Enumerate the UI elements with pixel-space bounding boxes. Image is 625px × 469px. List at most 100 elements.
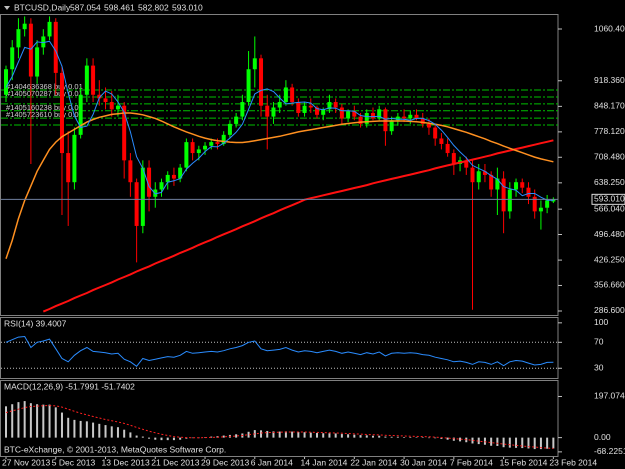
macd-bar xyxy=(440,437,443,439)
candle-body xyxy=(178,167,183,179)
candle-body xyxy=(28,23,33,77)
candle-body xyxy=(470,167,475,183)
candle-body xyxy=(84,65,89,95)
macd-bar xyxy=(154,437,157,440)
candle-body xyxy=(296,102,301,113)
signal-line xyxy=(5,404,554,449)
candle-body xyxy=(476,171,481,183)
x-tick-label: 23 Feb 2014 xyxy=(549,457,597,467)
macd-bar xyxy=(539,437,542,450)
indicator-title: MACD(12,26,9) -51.7991 -51.7402 xyxy=(4,381,135,391)
quote-value: 582.802 xyxy=(138,2,169,12)
macd-bar xyxy=(322,433,325,438)
candle-body xyxy=(215,142,220,144)
macd-bar xyxy=(390,436,393,438)
panel-frame xyxy=(0,14,559,316)
candle-body xyxy=(302,105,307,113)
macd-bar xyxy=(222,435,225,438)
macd-bar xyxy=(98,423,101,438)
macd-bar xyxy=(365,435,368,438)
macd-bar xyxy=(316,433,318,438)
indicator-title: RSI(14) 39.4007 xyxy=(4,318,67,328)
candle-body xyxy=(283,87,288,103)
footer: BTC-eXchange, © 2001-2013, MetaQuotes So… xyxy=(4,444,226,454)
macd-bar xyxy=(141,436,144,438)
candle-body xyxy=(545,200,550,208)
candle-body xyxy=(526,187,531,197)
candle-body xyxy=(358,116,363,124)
candle-body xyxy=(464,160,469,168)
candle-body xyxy=(97,94,102,99)
candle-body xyxy=(122,105,127,161)
candle-body xyxy=(115,105,120,110)
macd-bar xyxy=(291,431,294,438)
macd-bar xyxy=(459,437,462,442)
candle-body xyxy=(246,69,251,103)
x-tick-label: 27 Nov 2013 xyxy=(2,457,50,467)
candle-body xyxy=(128,160,133,183)
candle-body xyxy=(265,105,270,117)
macd-bar xyxy=(521,437,524,449)
order-label: #1405070287 buy 0.01 xyxy=(6,89,83,98)
candle-body xyxy=(103,98,108,103)
candle-body xyxy=(140,167,145,226)
y-tick-label: 848.170 xyxy=(594,101,625,111)
candle-body xyxy=(66,153,71,183)
macd-bar xyxy=(502,437,505,448)
macd-bar xyxy=(446,437,449,440)
macd-bar xyxy=(36,404,39,438)
y-tick-label: 1060.400 xyxy=(594,23,625,33)
y-tick-label: 197.0744 xyxy=(594,391,625,401)
candle-body xyxy=(402,116,407,119)
candle-body xyxy=(221,134,226,144)
order-label: #1404636368 buy 0.01 xyxy=(6,82,83,91)
candle-body xyxy=(433,127,438,139)
macd-bar xyxy=(303,432,306,438)
candle-body xyxy=(482,171,487,175)
x-tick-label: 15 Feb 2014 xyxy=(500,457,548,467)
macd-bar xyxy=(278,431,281,438)
macd-bar xyxy=(210,436,213,438)
macd-bar xyxy=(471,437,474,444)
macd-bar xyxy=(272,431,275,438)
macd-bar xyxy=(409,437,412,438)
macd-bar xyxy=(42,404,45,438)
candle-body xyxy=(514,182,519,190)
macd-bar xyxy=(85,421,88,438)
macd-bar xyxy=(48,404,51,438)
y-tick-label: 708.480 xyxy=(594,152,625,162)
x-tick-label: 21 Dec 2013 xyxy=(151,457,199,467)
candle-body xyxy=(315,107,319,115)
x-tick-label: 5 Dec 2013 xyxy=(52,457,96,467)
macd-bar xyxy=(204,437,207,438)
x-tick-label: 7 Feb 2014 xyxy=(450,457,493,467)
candle-body xyxy=(203,145,208,150)
y-tick-label: 356.660 xyxy=(594,280,625,290)
panel-frame xyxy=(0,317,559,379)
macd-bar xyxy=(552,437,555,449)
candle-body xyxy=(259,58,264,106)
macd-bar xyxy=(421,437,424,438)
macd-bar xyxy=(334,433,337,438)
quote-value: 593.010 xyxy=(172,2,203,12)
last-price-box xyxy=(591,193,625,205)
candle-body xyxy=(439,138,444,144)
macd-bar xyxy=(160,437,163,441)
candle-body xyxy=(507,189,512,212)
candle-body xyxy=(147,167,152,197)
candle-body xyxy=(377,109,382,119)
macd-bar xyxy=(309,432,312,438)
macd-bar xyxy=(11,404,14,438)
macd-bar xyxy=(110,426,113,438)
macd-bar xyxy=(235,434,238,438)
macd-bar xyxy=(166,437,169,441)
macd-bar xyxy=(378,435,381,438)
macd-bar xyxy=(260,430,263,438)
chart-title: BTCUSD,Daily xyxy=(14,2,71,12)
y-tick-label: -68.2251 xyxy=(594,446,625,456)
macd-bar xyxy=(266,430,269,438)
candle-body xyxy=(91,65,96,95)
panel-frame xyxy=(0,380,559,457)
